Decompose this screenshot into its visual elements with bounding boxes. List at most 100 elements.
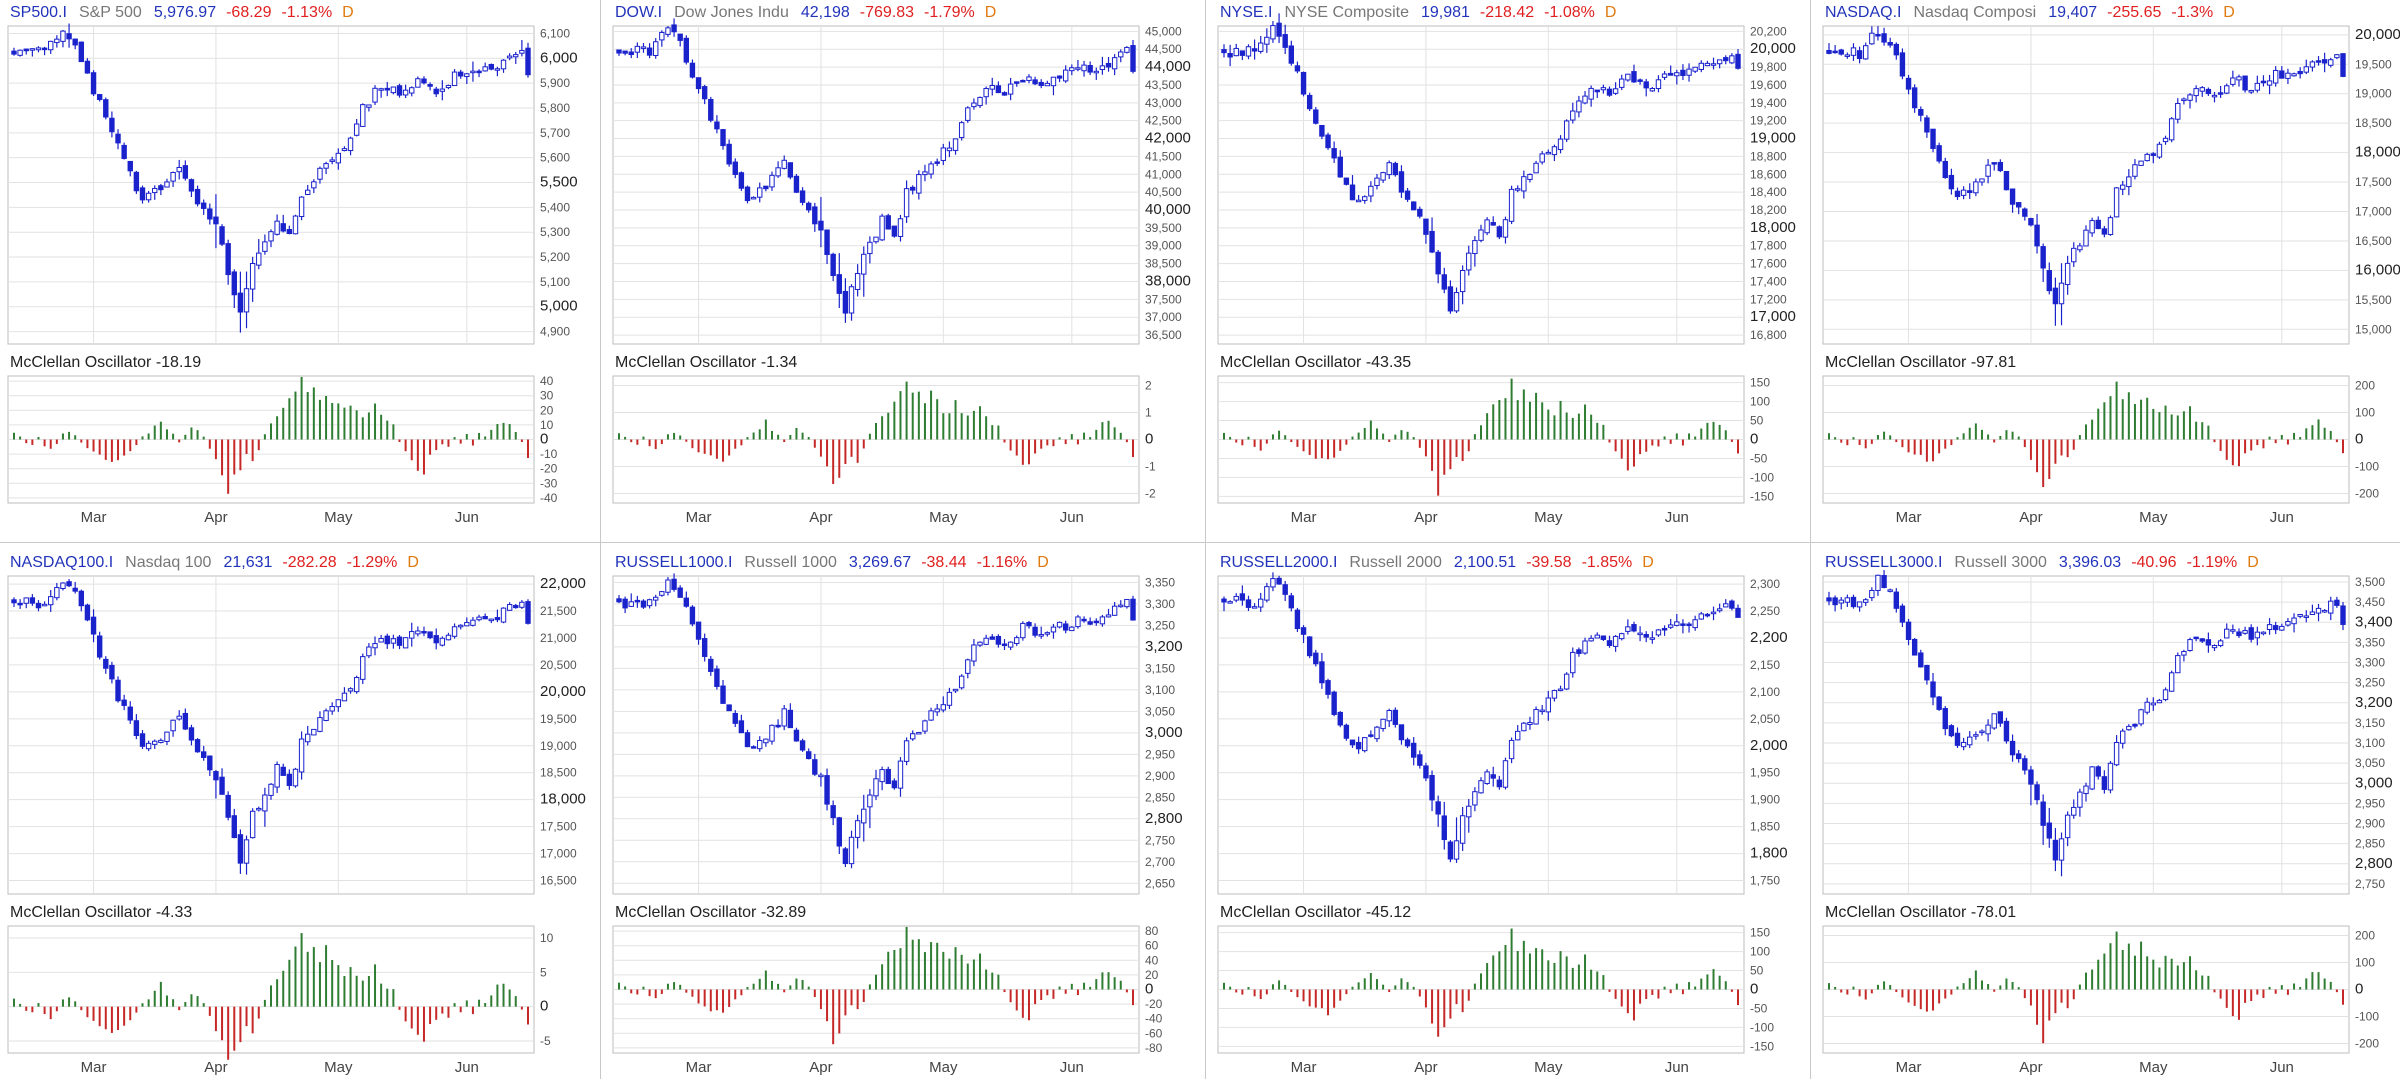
chart-panel-russell2000-i[interactable]: RUSSELL2000.I Russell 2000 2,100.51 -39.58-… [1210, 550, 1806, 1085]
symbol-link[interactable]: NASDAQ.I [1825, 4, 1901, 21]
chart-panel-dow-i[interactable]: DOW.I Dow Jones Indu 42,198 -769.83 -1.79% D 4… [605, 0, 1201, 535]
price-candle [476, 69, 482, 78]
price-candle [2113, 735, 2120, 767]
price-candle [219, 224, 225, 247]
chart-panel-nasdaq100-i[interactable]: NASDAQ100.I Nasdaq 100 21,631 -282.28 -1.29%… [0, 550, 596, 1085]
price-candle [1026, 620, 1032, 629]
price-candle [1918, 649, 1924, 668]
price-candle [689, 59, 696, 79]
price-change: -769.83 [860, 4, 914, 21]
frequency-toggle[interactable]: D [1605, 4, 1617, 21]
oscillator-tick-label: 30 [540, 389, 554, 403]
frequency-toggle[interactable]: D [1037, 554, 1049, 571]
price-candle [934, 703, 940, 716]
frequency-toggle[interactable]: D [985, 4, 997, 21]
month-axis-label: Mar [81, 1059, 107, 1076]
panel-separator-vertical [600, 0, 601, 1079]
symbol-link[interactable]: RUSSELL2000.I [1220, 554, 1337, 571]
month-axis-label: Apr [1414, 1059, 1437, 1076]
panel-svg: NYSE.I NYSE Composite 19,981 -218.42 -1.08% D… [1217, 4, 1796, 526]
symbol-link[interactable]: NYSE.I [1220, 4, 1272, 21]
price-tick-label: 19,800 [1750, 60, 1787, 74]
price-candle [213, 194, 219, 249]
price-candle [665, 577, 671, 596]
price-candle [1374, 725, 1380, 742]
symbol-link[interactable]: NASDAQ100.I [10, 554, 113, 571]
symbol-link[interactable]: DOW.I [615, 4, 662, 21]
price-candle [1539, 151, 1545, 165]
price-candle [115, 129, 121, 150]
chart-panel-nasdaq-i[interactable]: NASDAQ.I Nasdaq Composi 19,407 -255.65 -1.3%… [1815, 0, 2400, 535]
price-candle [60, 582, 66, 591]
last-price: 2,100.51 [1454, 554, 1516, 571]
price-candle [121, 694, 127, 711]
symbol-link[interactable]: SP500.I [10, 4, 67, 21]
price-tick-label: 2,800 [1145, 810, 1183, 827]
oscillator-tick-label: -200 [2355, 487, 2379, 501]
chart-panel-nyse-i[interactable]: NYSE.I NYSE Composite 19,981 -218.42 -1.08% D… [1210, 0, 1806, 535]
price-candle [2321, 52, 2328, 73]
oscillator-tick-label: 0 [540, 998, 548, 1015]
price-candle [2077, 788, 2083, 817]
price-tick-label: 5,300 [540, 225, 570, 239]
price-tick-label: 6,000 [540, 49, 578, 66]
chart-panel-russell1000-i[interactable]: RUSSELL1000.I Russell 1000 3,269.67 -38.44-… [605, 550, 1201, 1085]
last-price: 19,981 [1421, 4, 1470, 21]
oscillator-label: McClellan Oscillator -45.12 [1220, 904, 1411, 921]
oscillator-tick-label: 10 [540, 418, 554, 432]
chart-panel-russell3000-i[interactable]: RUSSELL3000.I Russell 3000 3,396.03 -40.96-… [1815, 550, 2400, 1085]
price-candle [1288, 592, 1295, 612]
price-candle [164, 178, 170, 188]
price-candle [1905, 618, 1912, 646]
price-candle [867, 789, 873, 829]
price-candle [1337, 711, 1343, 728]
price-candle [323, 708, 329, 722]
price-candle [182, 708, 189, 731]
price-candle [995, 81, 1002, 94]
price-candle [402, 84, 409, 99]
symbol-link[interactable]: RUSSELL3000.I [1825, 554, 1942, 571]
price-candle [671, 18, 677, 37]
price-tick-label: 1,800 [1750, 845, 1788, 862]
price-tick-label: 15,500 [2355, 293, 2392, 307]
price-candle [1667, 65, 1674, 76]
price-candle [977, 96, 983, 108]
price-tick-label: 17,000 [540, 847, 577, 861]
price-candle [1472, 236, 1478, 267]
price-candle [885, 213, 891, 230]
oscillator-tick-label: 0 [1145, 981, 1153, 998]
price-candle [152, 739, 158, 749]
frequency-toggle[interactable]: D [1642, 554, 1654, 571]
price-candle [750, 745, 757, 749]
symbol-link[interactable]: RUSSELL1000.I [615, 554, 732, 571]
price-candle [427, 631, 433, 640]
price-candle [11, 597, 17, 607]
oscillator-tick-label: -100 [2355, 460, 2379, 474]
price-tick-label: 2,200 [1750, 629, 1788, 646]
price-tick-label: 3,500 [2355, 575, 2385, 589]
chart-panel-sp500-i[interactable]: SP500.I S&P 500 5,976.97 -68.29 -1.13% D 6,100… [0, 0, 596, 535]
price-candle [262, 787, 268, 827]
price-candle [298, 196, 305, 221]
price-change: -255.65 [2107, 4, 2161, 21]
price-candle [2168, 670, 2175, 692]
frequency-toggle[interactable]: D [407, 554, 419, 571]
price-candle [1655, 629, 1662, 637]
oscillator-tick-label: 150 [1750, 376, 1770, 390]
price-candle [1832, 595, 1838, 612]
price-candle [1014, 81, 1020, 87]
price-candle [48, 590, 54, 612]
price-candle [732, 710, 738, 727]
price-candle [2205, 87, 2212, 96]
price-candle [200, 199, 207, 215]
price-candle [1533, 160, 1539, 174]
price-tick-label: 44,500 [1145, 42, 1182, 56]
frequency-toggle[interactable]: D [2223, 4, 2235, 21]
price-candle [78, 41, 85, 63]
price-candle [2303, 59, 2309, 75]
price-candle [1466, 799, 1472, 833]
frequency-toggle[interactable]: D [2247, 554, 2259, 571]
price-candle [1111, 54, 1118, 76]
frequency-toggle[interactable]: D [342, 4, 354, 21]
price-tick-label: 3,250 [2355, 676, 2385, 690]
